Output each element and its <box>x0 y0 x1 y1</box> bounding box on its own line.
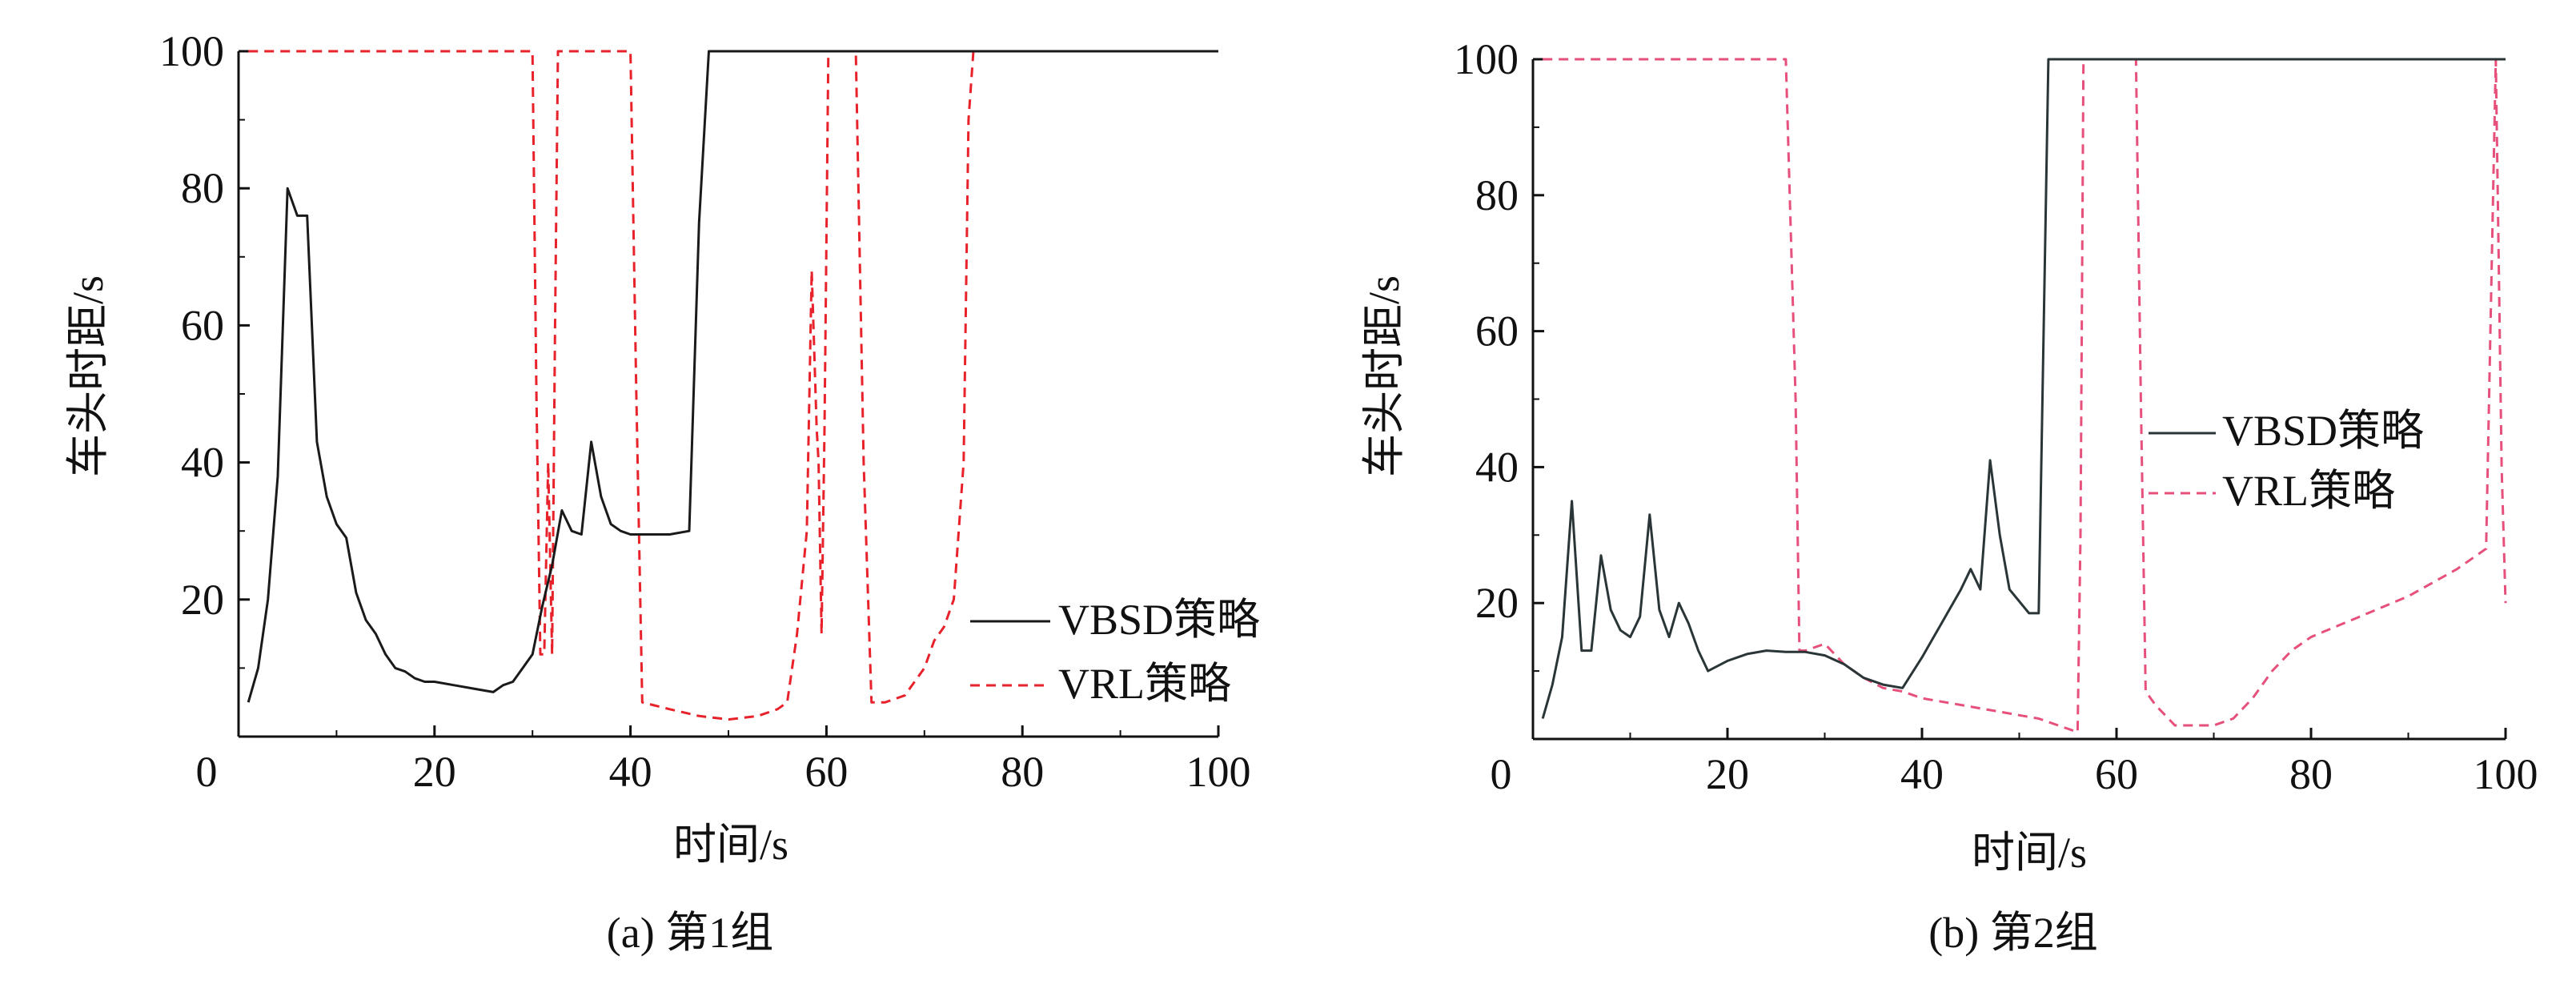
legend-b: VBSD策略 VRL策略 <box>2149 407 2424 515</box>
x-tick-label-a-100: 100 <box>1186 748 1251 796</box>
y-tick-label-b-40: 40 <box>1475 443 1519 491</box>
x-tick-label-b-80: 80 <box>2289 750 2333 798</box>
y-tick-label-a-20: 20 <box>181 576 224 624</box>
x-tick-label-b-60: 60 <box>2095 750 2138 798</box>
x-tick-label-a-20: 20 <box>413 748 456 796</box>
legend-label-vrl-a: VRL策略 <box>1058 660 1231 708</box>
x-tick-label-a-0: 0 <box>196 748 218 796</box>
y-tick-label-a-80: 80 <box>181 164 224 212</box>
chart-panel-a: 车头时距/s 时间/s (a) 第1组 VBSD策略 VRL策略 0 20 40 60… <box>64 27 1260 957</box>
legend-a: VBSD策略 VRL策略 <box>970 596 1260 708</box>
x-tick-label-a-80: 80 <box>1001 748 1044 796</box>
y-tick-label-a-60: 60 <box>181 301 224 349</box>
x-tick-label-b-100: 100 <box>2474 750 2538 798</box>
caption-a: (a) 第1组 <box>607 909 773 957</box>
y-tick-label-b-100: 100 <box>1454 35 1519 83</box>
y-axis-label-b: 车头时距/s <box>1360 275 1408 477</box>
x-tick-label-b-20: 20 <box>1706 750 1749 798</box>
y-tick-label-b-60: 60 <box>1475 307 1519 355</box>
caption-b: (b) 第2组 <box>1928 909 2097 957</box>
x-axis-label-a: 时间/s <box>673 821 788 869</box>
y-tick-label-b-80: 80 <box>1475 171 1519 219</box>
legend-label-vbsd-a: VBSD策略 <box>1058 596 1260 644</box>
x-tick-label-a-60: 60 <box>804 748 848 796</box>
x-tick-label-a-40: 40 <box>609 748 652 796</box>
x-tick-label-b-40: 40 <box>1900 750 1944 798</box>
series-line-vrl-a <box>248 50 1218 721</box>
y-tick-label-b-20: 20 <box>1475 579 1519 627</box>
y-tick-label-a-100: 100 <box>159 27 224 75</box>
chart-panel-b: 车头时距/s 时间/s (b) 第2组 VBSD策略 VRL策略 0 20 40 60… <box>1360 35 2538 957</box>
y-axis-title-a: 车头时距/s <box>64 275 112 477</box>
series-line-vrl-b <box>1543 58 2507 733</box>
y-axis-title-b: 车头时距/s <box>1360 275 1408 477</box>
series-line-vbsd-b <box>1541 58 2506 719</box>
legend-label-vbsd-b: VBSD策略 <box>2222 407 2424 455</box>
legend-label-vrl-b: VRL策略 <box>2222 467 2395 515</box>
y-axis-label-a: 车头时距/s <box>64 275 112 477</box>
x-axis-label-b: 时间/s <box>1972 829 2087 877</box>
x-tick-label-b-0: 0 <box>1491 750 1512 798</box>
y-tick-label-a-40: 40 <box>181 439 224 487</box>
series-line-vbsd-a <box>247 50 1218 703</box>
